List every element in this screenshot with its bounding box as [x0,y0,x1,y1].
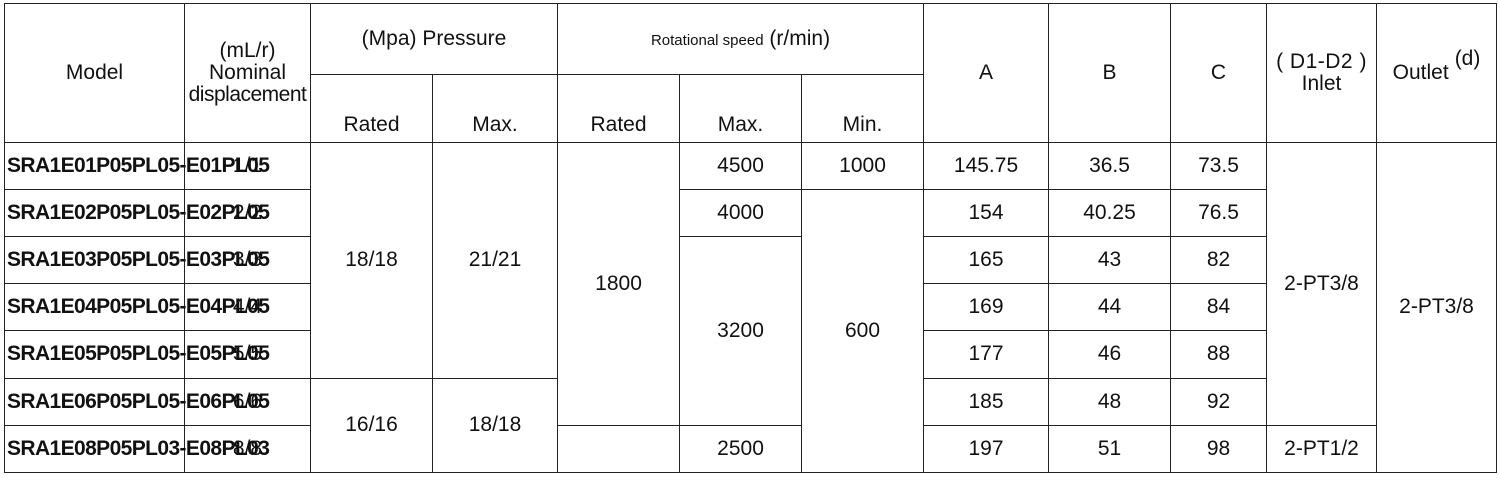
a-cell: 145.75 [923,141,1050,190]
speed-min-cell: 1000 [801,141,925,190]
header-disp-unit: (mL/r) [219,38,276,62]
a-cell: 169 [923,283,1050,332]
model-cell: SRA1E06P05PL05-E06PL05 [4,377,270,426]
inlet-cell: 2-PT1/2 [1266,424,1378,474]
table-row: SRA1E02P05PL05-E02PL05 2/2 4000 600 154 … [4,188,1497,474]
table-row: SRA1E08P05PL03-E08PL03 8/8 2500 197 51 9… [4,424,1497,474]
a-cell: 154 [923,188,1050,237]
rated-label: Rated [343,112,400,136]
pressure-max-cell: 21/21 [431,141,559,379]
header-speed-unit: (r/min) [769,27,831,51]
header-pressure: (Mpa) Pressure [309,2,559,76]
c-cell: 98 [1170,424,1268,474]
b-cell: 36.5 [1048,141,1172,190]
table-row: SRA1E01P05PL05-E01PL05 1/1 18/18 21/21 1… [4,141,1498,474]
disp-cell: 8/8 [184,424,311,474]
c-cell: 82 [1170,235,1268,285]
a-cell: 185 [923,377,1050,426]
header-outlet: Outlet(d) [1376,3,1498,143]
header-model: Model [4,3,185,143]
b-cell: 40.25 [1048,188,1172,237]
header-pressure-rated: Rated [310,74,433,143]
outlet-cell: 2-PT3/8 [1376,141,1498,474]
disp-cell: 1/1 [184,141,311,190]
speed-max-cell: 4000 [679,188,803,237]
table-row: SRA1E04P05PL05-E04PL05 4/4 169 44 84 [4,283,1497,332]
b-cell: 51 [1048,424,1172,474]
header-speed-label: Rotational speed [650,32,764,50]
header-disp-label-1: Nominal [208,60,287,84]
header-c-label: C [1210,60,1227,84]
header-a-label: A [979,60,994,84]
a-cell: 177 [923,330,1050,379]
b-cell: 43 [1048,235,1172,285]
pressure-max-cell: 18/18 [431,377,559,474]
header-pressure-max: Max. [431,74,559,143]
model-cell: SRA1E08P05PL03-E08PL03 [4,424,270,474]
inlet-cell: 2-PT3/8 [1266,141,1378,426]
header-speed: Rotational speed (r/min) [557,2,925,76]
disp-cell: 4/4 [184,283,311,332]
header-speed-min: Min. [801,74,925,143]
speed-rated-cell-empty [557,424,681,474]
header-inlet-size: ( D1-D2 ) [1276,49,1367,73]
c-cell: 92 [1170,377,1268,426]
header-outlet-size: (d) [1454,46,1481,70]
speed-max-cell: 2500 [679,424,803,474]
a-cell: 197 [923,424,1050,474]
pressure-rated-cell: 18/18 [310,141,433,379]
pressure-rated-cell: 16/16 [310,377,433,474]
speed-max-cell: 3200 [679,235,803,426]
model-cell: SRA1E02P05PL05-E02PL05 [4,188,270,237]
c-cell: 73.5 [1170,141,1268,190]
header-model-label: Model [65,60,124,84]
header-pressure-label: (Mpa) Pressure [361,27,507,51]
c-cell: 84 [1170,283,1268,332]
b-cell: 48 [1048,377,1172,426]
disp-cell: 5/5 [184,330,311,379]
header-speed-rated: Rated [557,74,681,143]
b-cell: 44 [1048,283,1172,332]
rated-label: Rated [590,112,647,136]
c-cell: 88 [1170,330,1268,379]
header-disp-label-2: displacement [188,82,307,106]
spec-table: Model (mL/r) Nominal displacement (Mpa) … [4,2,1498,474]
speed-min-cell: 600 [801,188,925,474]
header-displacement: (mL/r) Nominal displacement [184,3,311,143]
header-speed-max: Max. [679,74,803,143]
c-cell: 76.5 [1170,188,1268,237]
speed-max-cell: 4500 [679,141,803,190]
header-outlet-label: Outlet [1392,60,1449,84]
header-a: A [923,3,1050,143]
model-cell: SRA1E04P05PL05-E04PL05 [4,283,270,332]
header-b-label: B [1102,60,1117,84]
table-row: SRA1E05P05PL05-E05PL05 5/5 177 46 88 [4,330,1497,379]
disp-cell: 3/3 [184,235,311,285]
b-cell: 46 [1048,330,1172,379]
disp-cell: 6/6 [184,377,311,426]
header-inlet: ( D1-D2 ) Inlet [1266,3,1378,143]
model-cell: SRA1E05P05PL05-E05PL05 [4,330,270,379]
a-cell: 165 [923,235,1050,285]
max-label: Max. [472,112,518,136]
model-cell: SRA1E01P05PL05-E01PL05 [4,141,270,190]
header-inlet-label: Inlet [1301,71,1342,95]
speed-rated-cell: 1800 [557,141,681,426]
header-c: C [1170,3,1268,143]
table-row: SRA1E06P05PL05-E06PL05 6/6 16/16 18/18 1… [4,377,1497,474]
table-row: SRA1E03P05PL05-E03PL05 3/3 3200 165 43 8… [4,235,1497,426]
header-b: B [1048,3,1172,143]
max-label: Max. [717,112,764,136]
model-cell: SRA1E03P05PL05-E03PL05 [4,235,270,285]
min-label: Min. [842,112,883,136]
